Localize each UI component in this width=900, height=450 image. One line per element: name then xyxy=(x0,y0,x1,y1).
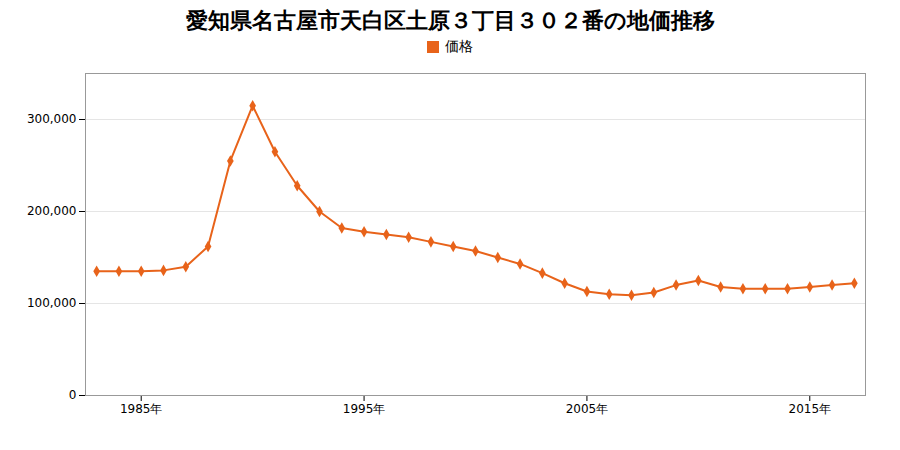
svg-text:200,000: 200,000 xyxy=(27,204,77,218)
svg-text:100,000: 100,000 xyxy=(27,296,77,310)
svg-text:300,000: 300,000 xyxy=(27,112,77,126)
svg-text:1985年: 1985年 xyxy=(120,402,163,416)
svg-text:2005年: 2005年 xyxy=(566,402,609,416)
html-text:価格: 価格 xyxy=(445,38,473,54)
html-text:愛知県名古屋市天白区土原３丁目３０２番の地価推移: 愛知県名古屋市天白区土原３丁目３０２番の地価推移 xyxy=(185,8,715,33)
svg-text:1995年: 1995年 xyxy=(343,402,386,416)
svg-text:0: 0 xyxy=(69,388,77,402)
svg-text:2015年: 2015年 xyxy=(789,402,832,416)
